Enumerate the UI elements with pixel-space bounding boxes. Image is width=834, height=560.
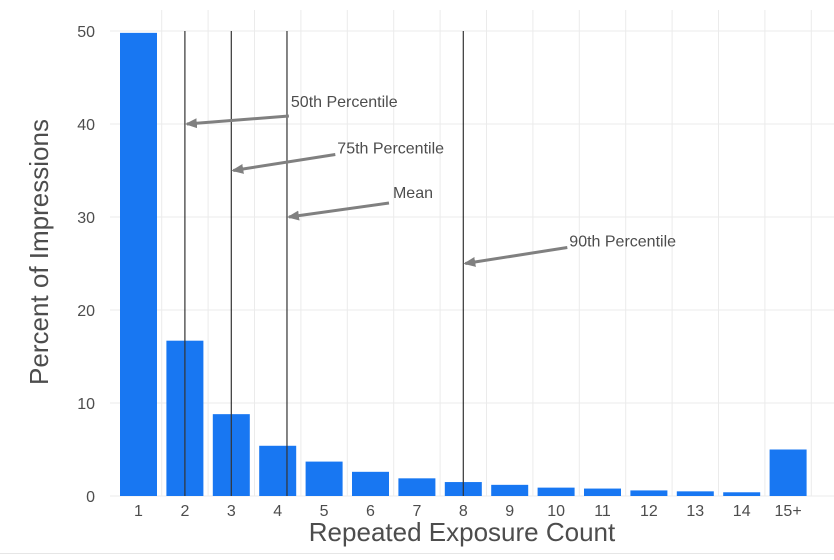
x-tick-label: 1 bbox=[134, 503, 143, 520]
y-tick-label: 30 bbox=[77, 210, 95, 227]
x-tick-label: 11 bbox=[594, 503, 611, 520]
x-tick-label: 12 bbox=[640, 503, 658, 520]
bar-12 bbox=[630, 490, 668, 496]
y-tick-label: 10 bbox=[77, 396, 95, 413]
annotation-arrow bbox=[286, 201, 390, 221]
bar-10 bbox=[537, 487, 575, 496]
x-tick-label: 3 bbox=[227, 503, 236, 520]
bar-6 bbox=[352, 471, 389, 496]
x-tick-label: 5 bbox=[320, 503, 329, 520]
annotation-label: 75th Percentile bbox=[337, 141, 444, 158]
annotations: 50th Percentile 75th Percentile Mean 90th P… bbox=[184, 94, 676, 267]
bar-15plus bbox=[769, 449, 807, 496]
bar-13 bbox=[676, 491, 714, 496]
bar-11 bbox=[584, 488, 621, 496]
x-tick-label: 13 bbox=[686, 503, 704, 520]
bar-14 bbox=[723, 492, 761, 496]
x-tick-label: 15+ bbox=[775, 503, 802, 520]
grid bbox=[110, 10, 834, 497]
x-tick-label: 10 bbox=[547, 503, 565, 520]
x-tick-label: 14 bbox=[733, 503, 751, 520]
bottom-divider bbox=[0, 553, 834, 554]
reference-lines bbox=[184, 31, 464, 496]
x-tick-label: 8 bbox=[459, 503, 468, 520]
x-tick-label: 4 bbox=[273, 503, 282, 520]
annotation-label: Mean bbox=[393, 185, 433, 202]
y-axis-title: Percent of Impressions bbox=[24, 119, 54, 385]
x-tick-label: 6 bbox=[366, 503, 375, 520]
annotation-arrow bbox=[231, 153, 336, 174]
annotation-arrow bbox=[463, 246, 568, 267]
bar-5 bbox=[305, 461, 343, 496]
y-tick-label: 40 bbox=[77, 117, 95, 134]
x-axis-title: Repeated Exposure Count bbox=[309, 517, 616, 547]
bar-7 bbox=[398, 478, 436, 496]
bar-9 bbox=[491, 484, 529, 496]
x-tick-label: 2 bbox=[180, 503, 189, 520]
annotation-label: 50th Percentile bbox=[291, 94, 398, 111]
y-tick-label: 0 bbox=[86, 489, 95, 506]
x-tick-label: 7 bbox=[412, 503, 421, 520]
y-tick-label: 20 bbox=[77, 303, 95, 320]
y-tick-label: 50 bbox=[77, 24, 95, 41]
annotation-arrow bbox=[184, 114, 290, 129]
bar-1 bbox=[120, 32, 157, 497]
annotation-label: 90th Percentile bbox=[569, 234, 676, 251]
x-tick-label: 9 bbox=[505, 503, 514, 520]
bar-4 bbox=[259, 445, 297, 496]
